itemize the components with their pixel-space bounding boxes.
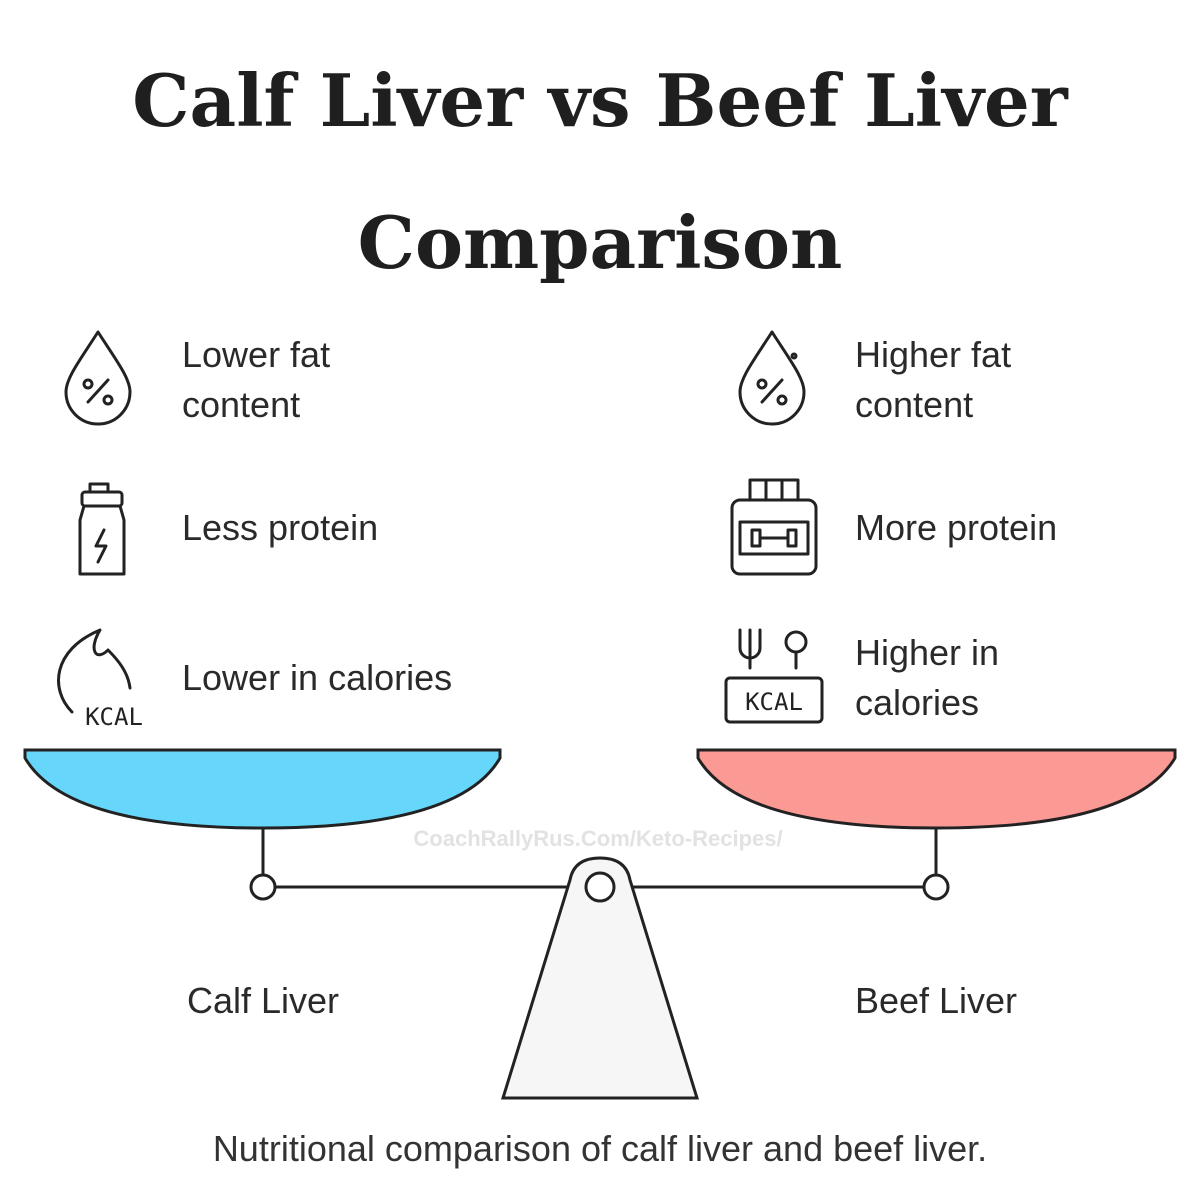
right-item: Higher fat content: [855, 334, 1012, 425]
right-label: Beef Liver: [854, 980, 1018, 1021]
right-item: Higher in calories: [855, 632, 1000, 723]
bottle-icon: [78, 482, 126, 576]
left-pivot: [249, 873, 277, 901]
kcal-text: KCAL: [85, 703, 143, 731]
center-pivot: [584, 871, 616, 903]
right-item: More protein: [855, 507, 1058, 548]
fat-drop-icon: [64, 330, 132, 426]
kcal-text: KCAL: [745, 688, 803, 716]
right-pivot: [922, 873, 950, 901]
left-pan: [23, 748, 502, 830]
kcal-flame-icon: [57, 628, 132, 714]
protein-jar-icon: [730, 478, 818, 576]
left-label: Calf Liver: [186, 980, 340, 1021]
watermark: CoachRallyRus.Com/Keto-Recipes/: [413, 826, 782, 851]
left-item: Lower fat content: [182, 334, 331, 425]
title: Calf Liver vs Beef Liver Comparison: [132, 58, 1068, 285]
right-pan: [696, 748, 1177, 830]
fulcrum: [500, 856, 700, 1100]
left-item: Less protein: [182, 507, 379, 548]
fat-drop-icon: [738, 330, 806, 426]
kcal-utensil-icon: [724, 628, 824, 724]
left-item: Lower in calories: [182, 657, 453, 698]
caption: Nutritional comparison of calf liver and…: [212, 1128, 988, 1169]
